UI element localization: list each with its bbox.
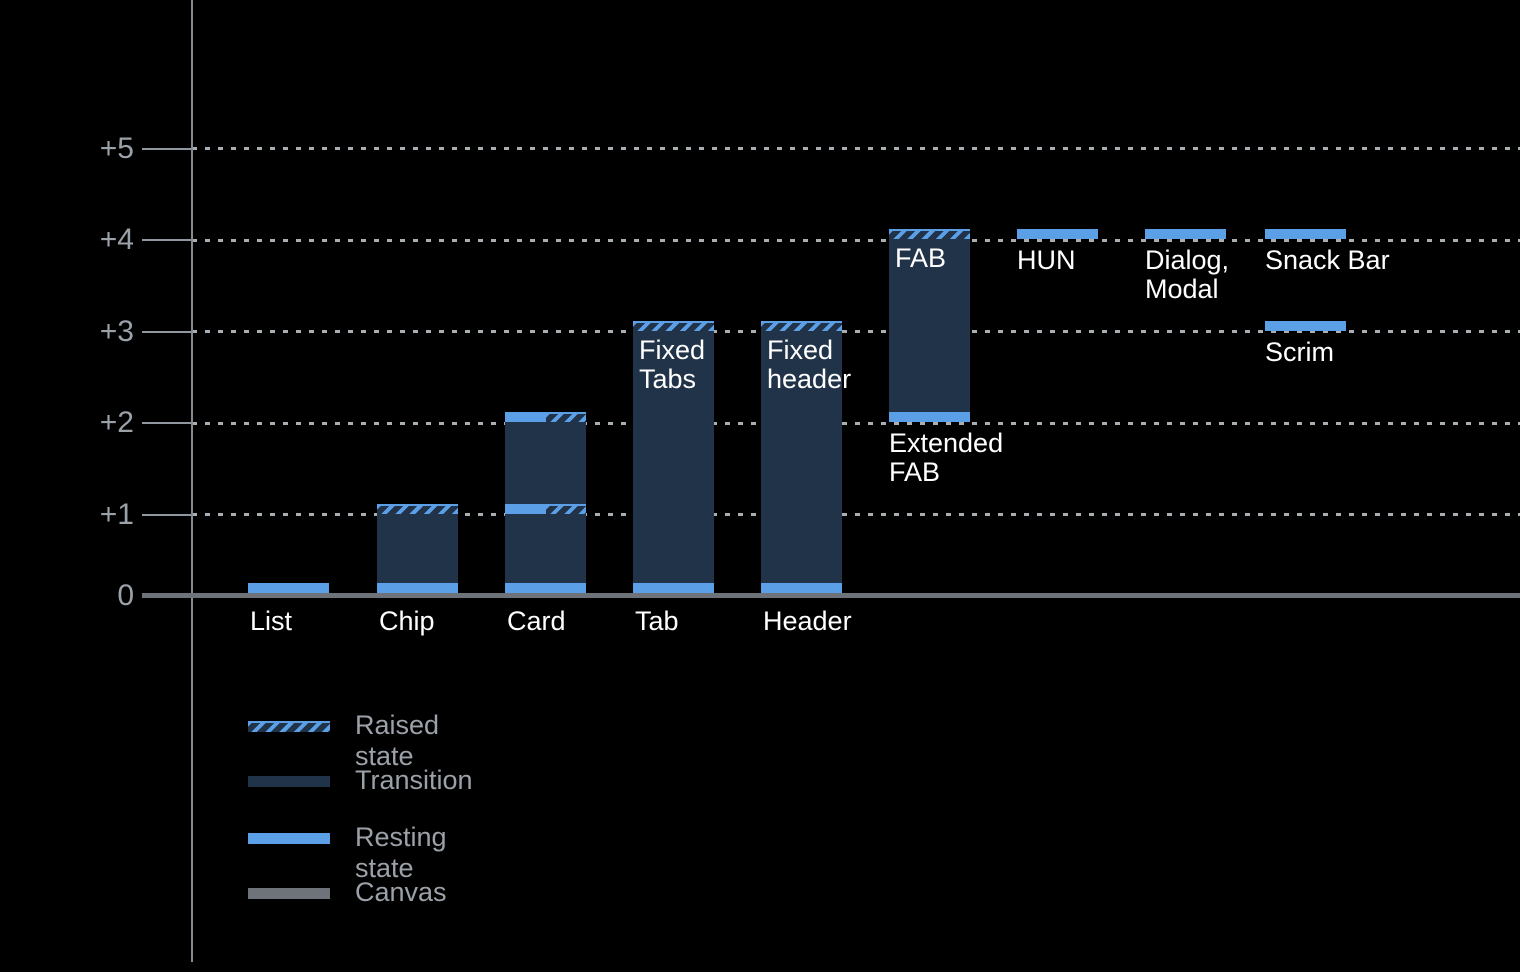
tick-plus-4 — [142, 239, 192, 241]
tick-label-+4: +4 — [99, 223, 134, 256]
gridline-plus-4 — [192, 238, 1520, 242]
tick-plus-1 — [142, 513, 192, 516]
bar-below-label-hun: HUN — [1017, 245, 1076, 275]
tick-label-+5: +5 — [99, 131, 134, 165]
gridline-plus-2 — [192, 421, 1520, 425]
bar-below-label-fab: Extended FAB — [889, 428, 1004, 487]
bar-axis-label-card: Card — [507, 606, 566, 636]
legend-label-raised: Raised state — [355, 710, 440, 771]
bar-segment-transition-card — [505, 513, 586, 583]
bar-segment-resting-list — [248, 583, 329, 593]
gridline-plus-1 — [192, 513, 1520, 516]
legend-swatch-resting — [248, 833, 330, 844]
legend-swatch-canvas — [248, 888, 330, 899]
bar-axis-label-chip: Chip — [379, 606, 435, 636]
bar-segment-resting-dialog-modal — [1145, 229, 1226, 239]
bar-inner-label-fab: FAB — [895, 243, 947, 273]
bar-segment-transition-card — [505, 422, 586, 504]
bar-inner-label-tab: Fixed Tabs — [639, 334, 706, 394]
bar-segment-resting-scrim — [1265, 320, 1346, 331]
bar-segment-transition-fab — [889, 239, 970, 412]
bar-segment-resting-hun — [1017, 229, 1098, 239]
bar-segment-resting-snack-bar — [1265, 229, 1346, 239]
legend-label-transition: Transition — [355, 765, 473, 795]
bar-axis-label-header: Header — [763, 606, 852, 636]
bar-axis-label-tab: Tab — [635, 606, 679, 636]
y-axis-line — [191, 0, 193, 962]
bar-segment-resting-tab — [633, 583, 714, 593]
bar-segment-resting_raised-card — [505, 412, 586, 422]
gridline-plus-3 — [192, 330, 1520, 333]
bar-segment-raised-tab — [633, 320, 714, 331]
bar-segment-transition-tab — [633, 330, 714, 583]
legend-swatch-raised — [248, 721, 330, 732]
bar-axis-label-list: List — [250, 606, 293, 636]
bar-segment-raised-overlay-card — [545, 503, 586, 514]
bar-segment-resting_raised-card — [505, 503, 586, 514]
bar-inner-label-header: Fixed header — [767, 334, 852, 394]
bar-segment-transition-header — [761, 330, 842, 583]
bar-segment-raised-overlay-card — [545, 412, 586, 422]
legend-label-canvas: Canvas — [355, 877, 447, 907]
legend-swatch-transition — [248, 776, 330, 787]
legend-label-resting: Resting state — [355, 822, 447, 883]
tick-label-0: 0 — [117, 578, 134, 612]
bar-segment-raised-chip — [377, 503, 458, 514]
bar-segment-raised-header — [761, 320, 842, 331]
bar-below-label-snack-bar: Snack Bar — [1265, 245, 1390, 275]
bar-segment-resting-fab — [889, 412, 970, 422]
tick-label-+2: +2 — [99, 406, 134, 439]
tick-label-+3: +3 — [99, 314, 134, 348]
bar-segment-resting-header — [761, 583, 842, 593]
bar-segment-raised-fab — [889, 229, 970, 239]
canvas-line — [142, 593, 1520, 598]
bar-segment-resting-chip — [377, 583, 458, 593]
bar-segment-resting-card — [505, 583, 586, 593]
bar-below-label-scrim: Scrim — [1265, 336, 1334, 367]
tick-plus-3 — [142, 330, 192, 333]
bar-segment-transition-chip — [377, 513, 458, 583]
bar-below-label-dialog-modal: Dialog, Modal — [1145, 245, 1230, 304]
tick-plus-2 — [142, 422, 192, 424]
tick-plus-5 — [142, 147, 192, 150]
tick-label-+1: +1 — [99, 497, 134, 531]
gridline-plus-5 — [192, 147, 1520, 150]
